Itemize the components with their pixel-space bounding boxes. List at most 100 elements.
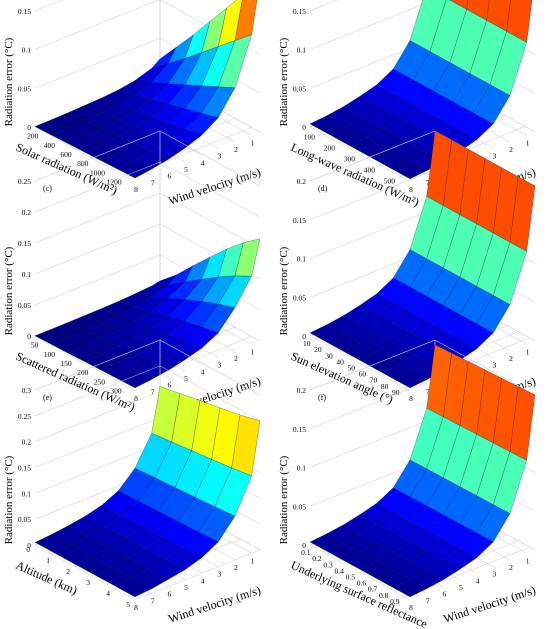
floor-gridline bbox=[34, 126, 136, 183]
wind-tick-label: 4 bbox=[201, 158, 205, 167]
z-tick-label: 0.05 bbox=[18, 84, 31, 93]
wind-tick-label: 1 bbox=[251, 138, 255, 147]
wind-tick-label: 8 bbox=[134, 185, 138, 194]
x-tick-label: 400 bbox=[364, 166, 376, 175]
wind-tick-label: 2 bbox=[234, 354, 238, 363]
x-tick-label: 0.9 bbox=[390, 597, 400, 606]
z-tick-label: 0.05 bbox=[18, 515, 31, 524]
x-tick-label: 90 bbox=[392, 388, 400, 397]
x-tick-label: 20 bbox=[314, 345, 322, 354]
wind-tick-label: 1 bbox=[251, 347, 255, 356]
wind-tick-label: 8 bbox=[134, 394, 138, 403]
z-tick-label: 0.15 bbox=[18, 464, 31, 473]
surface-plot: 00.050.10.150.22004006008001000120087654… bbox=[3, 0, 263, 208]
surface-cell bbox=[466, 0, 490, 21]
z-tick-label: 0.1 bbox=[22, 270, 32, 279]
x-tick-label: 1000 bbox=[90, 168, 105, 177]
wind-tick-label: 3 bbox=[492, 570, 496, 579]
surface-cell bbox=[409, 0, 447, 52]
surface-cell bbox=[509, 176, 536, 252]
wind-tick-label: 3 bbox=[217, 361, 221, 370]
x-tick-label: 0.5 bbox=[346, 573, 356, 582]
surface-cell bbox=[449, 0, 469, 10]
panel-label: (e) bbox=[43, 393, 52, 402]
x-tick-label: 5 bbox=[126, 600, 130, 609]
z-tick-label: 0.05 bbox=[18, 301, 31, 310]
floor-gridline bbox=[134, 549, 261, 601]
wind-tick-label: 7 bbox=[426, 596, 430, 605]
wind-tick-label: 7 bbox=[426, 387, 430, 396]
surface-cell bbox=[506, 0, 533, 43]
wind-tick-label: 7 bbox=[151, 596, 155, 605]
z-tick-label: 0.2 bbox=[297, 386, 307, 395]
x-tick-label: 2 bbox=[66, 567, 70, 576]
x-tick-label: 1200 bbox=[107, 177, 122, 186]
wind-tick-label: 2 bbox=[509, 145, 513, 154]
z-tick-label: 0.15 bbox=[18, 239, 31, 248]
wind-tick-label: 6 bbox=[442, 590, 446, 599]
z-tick-label: 0 bbox=[27, 541, 31, 550]
z-tick-label: 0.15 bbox=[18, 7, 31, 16]
wind-tick-label: 6 bbox=[167, 381, 171, 390]
panel-label: (c) bbox=[43, 184, 52, 193]
wind-tick-label: 5 bbox=[459, 583, 463, 592]
surface-cell bbox=[486, 0, 511, 32]
wind-tick-label: 3 bbox=[492, 361, 496, 370]
z-gridline bbox=[34, 365, 261, 422]
surface-cell bbox=[509, 386, 536, 461]
floor-gridline bbox=[309, 126, 411, 183]
z-tick-label: 0.1 bbox=[297, 255, 307, 264]
wind-axis-label: Wind velocity (m/s) bbox=[167, 165, 263, 208]
wind-tick-label: 4 bbox=[201, 576, 205, 585]
z-tick-label: 0.2 bbox=[22, 438, 32, 447]
z-axis-label: Radiation error (°C) bbox=[3, 37, 15, 126]
x-tick-label: 70 bbox=[370, 376, 378, 385]
x-tick-label: 0.4 bbox=[335, 566, 345, 575]
floor-gridline bbox=[309, 544, 411, 601]
z-axis-label: Radiation error (°C) bbox=[278, 455, 290, 544]
z-tick-label: 0.05 bbox=[293, 293, 306, 302]
z-gridline bbox=[34, 161, 261, 218]
z-tick-label: 0.2 bbox=[297, 177, 307, 186]
wind-tick-label: 4 bbox=[476, 576, 480, 585]
x-tick-label: 500 bbox=[384, 177, 396, 186]
z-axis-label: Radiation error (°C) bbox=[3, 246, 15, 335]
wind-tick-label: 5 bbox=[184, 165, 188, 174]
x-tick-label: 0.8 bbox=[379, 591, 389, 600]
x-tick-label: 50 bbox=[31, 341, 39, 350]
wind-tick-label: 1 bbox=[526, 556, 530, 565]
z-tick-label: 0.25 bbox=[18, 177, 31, 186]
wind-tick-label: 8 bbox=[409, 394, 413, 403]
z-tick-label: 0.25 bbox=[18, 412, 31, 421]
x-tick-label: 10 bbox=[303, 339, 311, 348]
z-tick-label: 0 bbox=[302, 332, 306, 341]
z-tick-label: 0.2 bbox=[22, 208, 32, 217]
z-axis-label: Radiation error (°C) bbox=[3, 455, 15, 544]
x-tick-label: 250 bbox=[94, 377, 106, 386]
wind-tick-label: 1 bbox=[526, 347, 530, 356]
x-tick-label: 0.3 bbox=[323, 560, 333, 569]
wind-tick-label: 2 bbox=[509, 354, 513, 363]
x-tick-label: 400 bbox=[44, 141, 56, 150]
floor-gridline bbox=[309, 335, 411, 392]
wind-tick-label: 2 bbox=[234, 563, 238, 572]
z-tick-label: 0 bbox=[27, 332, 31, 341]
wind-tick-label: 2 bbox=[509, 563, 513, 572]
chart-panel: 00.050.10.150.210020030040050087654321(b… bbox=[275, 0, 550, 209]
chart-panel: 00.050.10.150.22004006008001000120087654… bbox=[0, 0, 275, 209]
floor-gridline bbox=[34, 544, 136, 601]
x-tick-label: 0.6 bbox=[357, 579, 367, 588]
x-tick-label: 3 bbox=[86, 578, 90, 587]
x-tick-label: 40 bbox=[336, 357, 344, 366]
x-tick-label: 100 bbox=[304, 133, 316, 142]
surface-plot: 00.050.10.150.20.10.20.30.40.50.60.70.80… bbox=[278, 339, 537, 629]
x-tick-label: 300 bbox=[110, 386, 122, 395]
z-tick-label: 0 bbox=[27, 123, 31, 132]
x-tick-label: 80 bbox=[381, 382, 389, 391]
z-tick-label: 0.15 bbox=[293, 7, 306, 16]
x-tick-label: 150 bbox=[60, 359, 72, 368]
wind-tick-label: 7 bbox=[426, 178, 430, 187]
z-tick-label: 0 bbox=[302, 123, 306, 132]
